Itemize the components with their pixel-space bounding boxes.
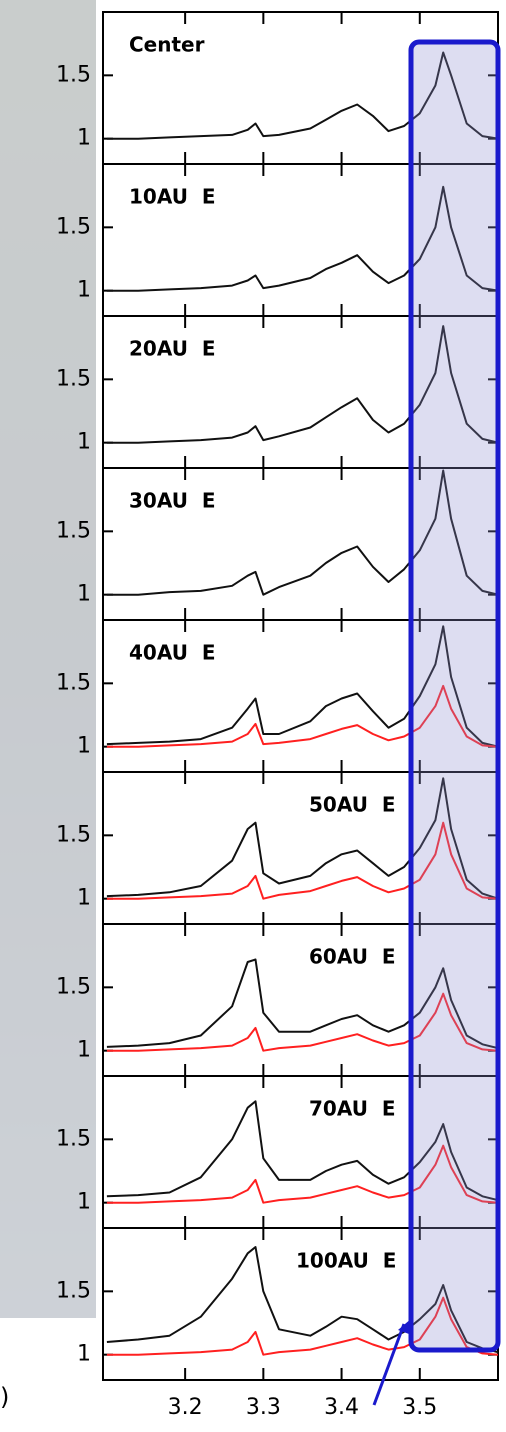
y-tick-label: 1	[77, 1342, 91, 1367]
cropped-text: )	[0, 1383, 9, 1411]
arrow-head	[398, 1318, 412, 1334]
y-tick-label: 1.5	[56, 518, 91, 543]
panel-label: 10AU E	[129, 185, 216, 209]
y-tick-label: 1.5	[56, 822, 91, 847]
panel-label: 30AU E	[129, 489, 216, 513]
y-tick-label: 1	[77, 430, 91, 455]
spectrum-line	[106, 185, 498, 292]
highlight-box	[408, 39, 501, 1353]
spectrum-line	[106, 325, 498, 444]
y-tick-label: 1.5	[56, 366, 91, 391]
y-tick-label: 1	[77, 1190, 91, 1215]
y-tick-label: 1.5	[56, 1278, 91, 1303]
x-tick-label: 3.3	[246, 1395, 281, 1420]
spectrum-line	[106, 821, 498, 900]
panel-label: 70AU E	[309, 1097, 396, 1121]
panel-label: 20AU E	[129, 337, 216, 361]
y-tick-label: 1	[77, 734, 91, 759]
y-tick-label: 1	[77, 582, 91, 607]
x-tick-label: 3.2	[168, 1395, 203, 1420]
plots: 1 1.5 Center 1 1.5 10AU E 1 1.5 20AU E 1 1.5 30AU E…	[56, 11, 499, 1432]
panel-label: 50AU E	[309, 793, 396, 817]
arrow	[372, 1323, 406, 1406]
panel-label: 40AU E	[129, 641, 216, 665]
y-tick-label: 1.5	[56, 974, 91, 999]
panel-label: Center	[129, 33, 205, 57]
x-tick-label: 3.4	[324, 1395, 359, 1420]
spectrum-line	[106, 958, 498, 1050]
spectrum-line	[106, 1144, 498, 1204]
image-fade	[0, 0, 96, 1318]
y-tick-label: 1.5	[56, 62, 91, 87]
y-tick-label: 1.5	[56, 214, 91, 239]
panel-label: 100AU E	[296, 1249, 396, 1273]
spectrum-line	[106, 1100, 498, 1202]
spectrum-line	[106, 992, 498, 1052]
spectrum-line	[106, 1296, 498, 1356]
y-tick-label: 1	[77, 126, 91, 151]
x-tick-label: 3.5	[402, 1395, 437, 1420]
panel-label: 60AU E	[309, 945, 396, 969]
spectrum-line	[106, 625, 498, 748]
spectrum-line	[106, 1246, 498, 1354]
spectrum-line	[106, 51, 498, 140]
spectrum-line	[106, 469, 498, 596]
y-tick-label: 1	[77, 1038, 91, 1063]
y-tick-label: 1	[77, 278, 91, 303]
spectrum-line	[106, 684, 498, 748]
spectrum-line	[106, 777, 498, 900]
x-axis-label: Wavelength [μm]	[203, 1430, 398, 1432]
y-tick-label: 1.5	[56, 670, 91, 695]
y-tick-label: 1	[77, 886, 91, 911]
y-tick-label: 1.5	[56, 1126, 91, 1151]
